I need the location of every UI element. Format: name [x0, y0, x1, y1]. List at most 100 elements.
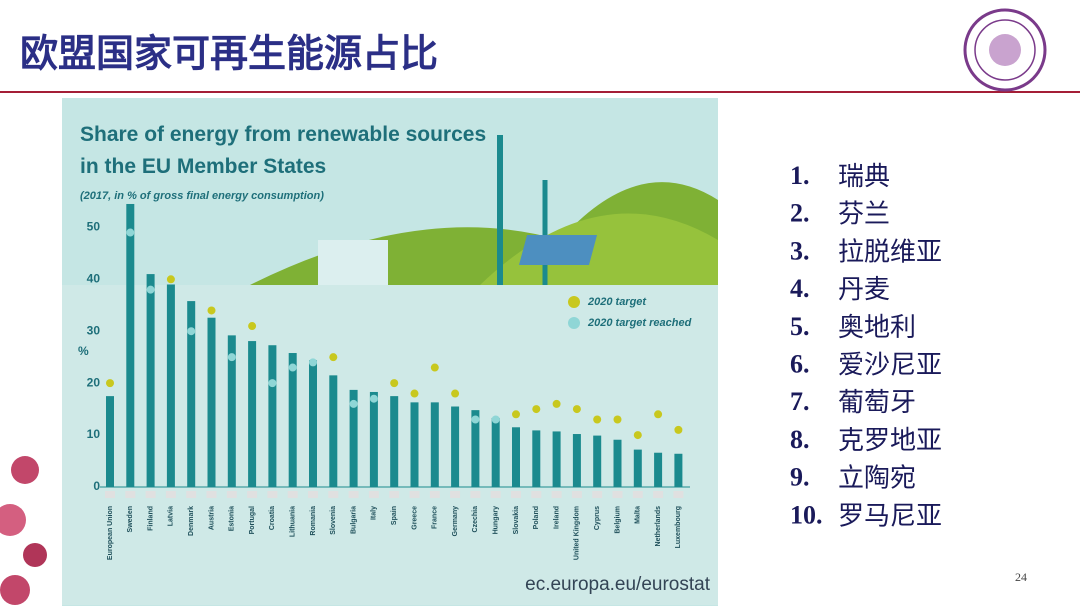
target-dot: [430, 363, 439, 372]
flag: [389, 491, 400, 498]
x-tick-label: Greece: [411, 506, 418, 530]
x-tick-label: Latvia: [168, 506, 175, 526]
flag: [125, 491, 136, 498]
target-dot: [491, 415, 500, 424]
bar: [410, 402, 419, 487]
flag: [409, 491, 420, 498]
logo: [963, 8, 1047, 92]
bar: [126, 203, 135, 487]
x-tick-label: Croatia: [269, 506, 276, 530]
bar: [369, 391, 378, 487]
chart-subtitle: (2017, in % of gross final energy consum…: [80, 190, 324, 202]
x-tick-label: United Kingdom: [574, 506, 581, 560]
bar: [309, 360, 317, 487]
flag: [592, 491, 603, 498]
flowers: [0, 456, 47, 605]
list-number: 3.: [790, 236, 810, 265]
flag: [429, 491, 440, 498]
bar: [512, 427, 520, 487]
y-tick-label: 10: [87, 427, 101, 441]
list-name: 奥地利: [838, 313, 916, 343]
flag: [206, 491, 217, 498]
list-number: 2.: [790, 199, 810, 228]
flag: [450, 491, 461, 498]
target-dot: [146, 285, 155, 294]
x-tick-label: Sweden: [127, 506, 134, 532]
bar: [654, 452, 663, 487]
list-name: 瑞典: [838, 162, 890, 192]
x-tick-label: Denmark: [188, 506, 195, 536]
target-dot: [227, 353, 236, 362]
target-dot: [106, 379, 114, 388]
x-tick-label: France: [432, 506, 439, 529]
x-tick-label: Czechia: [472, 506, 479, 533]
list-name: 拉脱维亚: [838, 237, 942, 267]
list-name: 葡萄牙: [838, 388, 916, 418]
x-tick-label: Belgium: [614, 506, 621, 534]
bar: [674, 453, 683, 487]
chart-title-line: in the EU Member States: [80, 155, 326, 178]
bar: [593, 435, 602, 487]
bar: [471, 410, 480, 487]
x-tick-label: Spain: [391, 506, 398, 525]
target-dot: [349, 399, 358, 408]
y-tick-label: 20: [87, 375, 101, 389]
bar: [349, 389, 358, 487]
list-name: 芬兰: [838, 200, 890, 230]
target-dot: [613, 415, 622, 424]
list-number: 1.: [790, 161, 810, 190]
bar: [633, 449, 642, 487]
flag: [632, 491, 643, 498]
x-tick-label: Finland: [147, 506, 154, 531]
bar: [106, 396, 114, 487]
list-name: 立陶宛: [838, 464, 916, 494]
bar: [552, 431, 561, 487]
x-tick-label: Netherlands: [655, 506, 662, 547]
x-tick-label: Lithuania: [290, 506, 297, 537]
list-name: 克罗地亚: [838, 426, 942, 456]
x-tick-label: Estonia: [229, 506, 236, 531]
bar: [532, 430, 541, 487]
x-tick-label: European Union: [107, 506, 114, 560]
bar: [166, 284, 175, 487]
flag: [267, 491, 278, 498]
target-dot: [410, 389, 419, 398]
flag: [105, 491, 115, 498]
slide-title: 欧盟国家可再生能源占比: [20, 32, 438, 76]
x-tick-label: Bulgaria: [350, 506, 357, 534]
flag: [165, 491, 176, 498]
list-number: 7.: [790, 387, 810, 416]
target-dot: [268, 379, 277, 388]
flag: [308, 491, 318, 498]
chart-title-line: Share of energy from renewable sources: [80, 123, 486, 146]
legend-swatch: [568, 317, 580, 329]
legend-label: 2020 target: [587, 296, 647, 308]
flag: [287, 491, 298, 498]
flag: [673, 491, 684, 498]
bar: [430, 402, 439, 487]
target-dot: [390, 379, 399, 388]
bar: [187, 301, 196, 487]
target-dot: [248, 322, 257, 331]
list-name: 丹麦: [838, 275, 890, 305]
bar: [248, 341, 257, 487]
flag: [247, 491, 258, 498]
flag: [145, 491, 156, 498]
page-number: 24: [1015, 570, 1027, 584]
flag: [368, 491, 379, 498]
target-dot: [288, 363, 297, 372]
target-dot: [593, 415, 602, 424]
flag: [653, 491, 664, 498]
list-number: 10.: [790, 500, 823, 529]
legend-label: 2020 target reached: [587, 317, 692, 329]
x-tick-label: Poland: [533, 506, 540, 529]
list-number: 4.: [790, 274, 810, 303]
source: ec.europa.eu/eurostat: [525, 574, 711, 595]
flag: [328, 491, 339, 498]
target-dot: [166, 275, 175, 284]
bar: [390, 396, 399, 487]
list-number: 6.: [790, 349, 810, 378]
bar: [491, 417, 500, 487]
bar: [329, 375, 338, 487]
